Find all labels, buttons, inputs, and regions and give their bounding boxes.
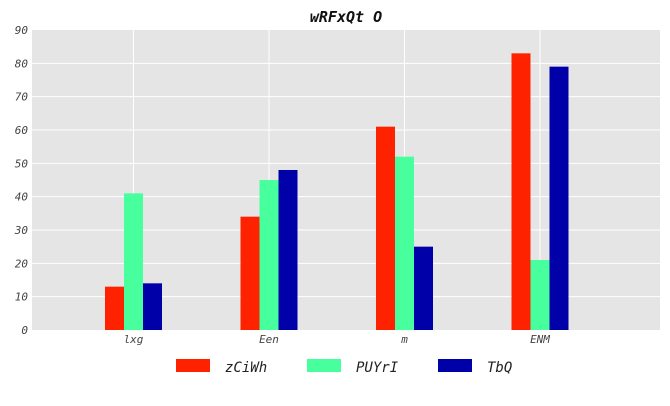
x-tick-label: ENM — [530, 333, 550, 346]
x-tick-label: lxg — [124, 333, 144, 346]
y-tick-label: 20 — [15, 257, 29, 270]
bar-zCiWh-Een — [240, 216, 260, 330]
y-tick-label: 80 — [15, 57, 29, 70]
y-tick-label: 30 — [14, 224, 29, 237]
y-tick-label: 60 — [15, 124, 29, 137]
legend-swatch-PUYrI — [307, 359, 341, 372]
x-tick-label: m — [400, 333, 408, 346]
legend-swatch-TbQ — [438, 359, 472, 372]
x-tick-label: Een — [259, 333, 279, 346]
bar-TbQ-ENM — [549, 66, 569, 331]
bar-TbQ-m — [414, 246, 433, 330]
bar-zCiWh-m — [376, 126, 395, 331]
bar-PUYrI-lxg — [124, 193, 143, 330]
y-tick-label: 70 — [15, 91, 29, 104]
bars — [105, 53, 569, 331]
y-tick-label: 10 — [15, 291, 29, 304]
legend: zCiWh PUYrI TbQ — [176, 359, 512, 376]
bar-PUYrI-ENM — [530, 260, 550, 330]
legend-label-TbQ: TbQ — [487, 360, 512, 376]
bar-zCiWh-lxg — [105, 286, 124, 330]
bar-PUYrI-m — [395, 156, 414, 330]
bar-TbQ-Een — [278, 170, 298, 330]
chart-title: wRFxQt O — [310, 8, 382, 26]
y-axis-ticks: 0 10 20 30 40 50 60 70 80 90 — [14, 24, 29, 337]
bar-zCiWh-ENM — [511, 53, 531, 330]
y-tick-label: 40 — [15, 191, 29, 204]
y-tick-label: 90 — [15, 24, 29, 37]
bar-TbQ-lxg — [143, 283, 162, 330]
y-tick-label: 50 — [15, 157, 29, 170]
x-axis-ticks: lxg Een m ENM — [124, 333, 551, 346]
y-tick-label: 0 — [21, 324, 28, 337]
legend-swatch-zCiWh — [176, 359, 210, 372]
bar-PUYrI-Een — [259, 180, 279, 330]
legend-label-zCiWh: zCiWh — [225, 360, 267, 376]
legend-label-PUYrI: PUYrI — [356, 360, 399, 376]
